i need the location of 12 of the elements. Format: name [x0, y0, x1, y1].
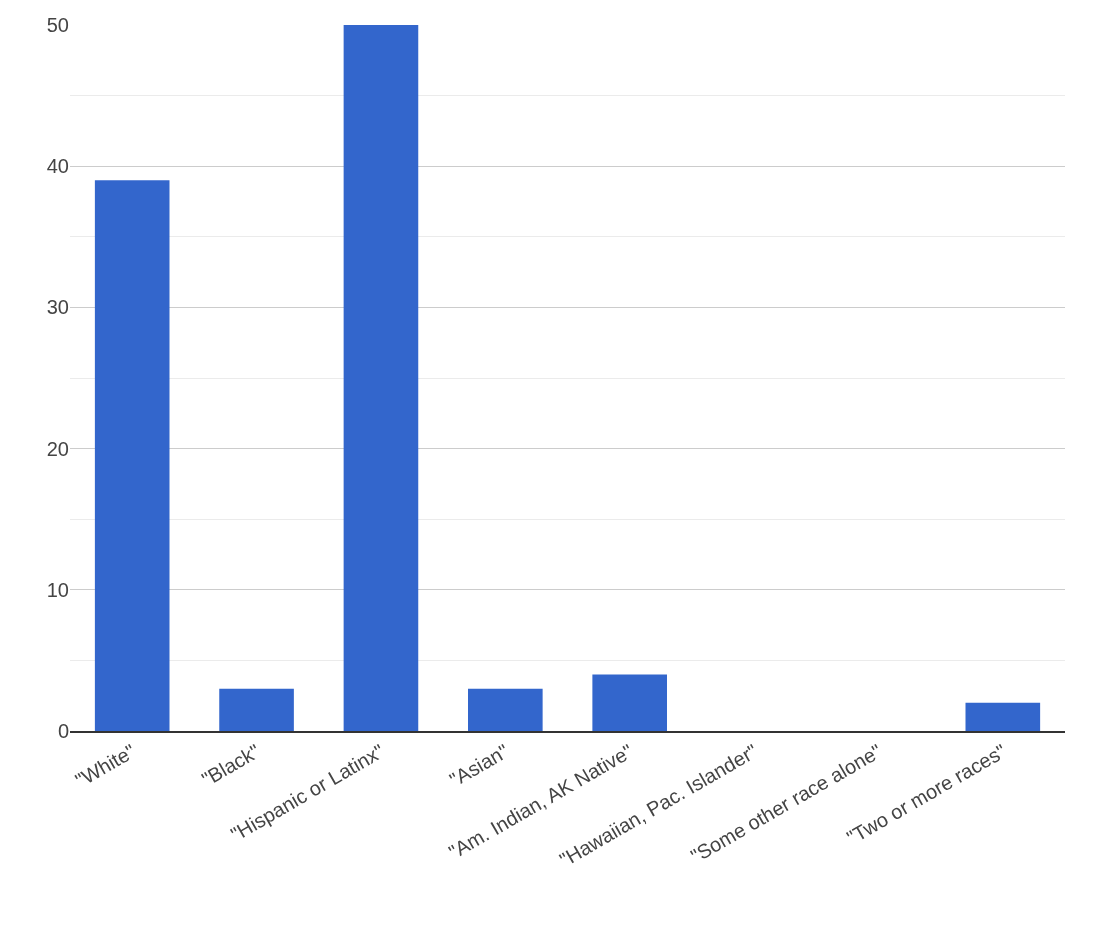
bar	[468, 688, 543, 731]
y-tick-label: 40	[46, 155, 69, 178]
y-tick-label: 50	[46, 14, 69, 36]
bar	[94, 180, 170, 731]
y-tick-label: 20	[46, 437, 69, 460]
y-tick-label: 10	[46, 578, 69, 601]
y-tick-label: 30	[46, 296, 69, 319]
bar	[343, 25, 419, 731]
bar	[592, 674, 667, 731]
y-tick-label: 0	[57, 720, 69, 742]
bar	[965, 702, 1041, 731]
bar	[219, 688, 294, 731]
